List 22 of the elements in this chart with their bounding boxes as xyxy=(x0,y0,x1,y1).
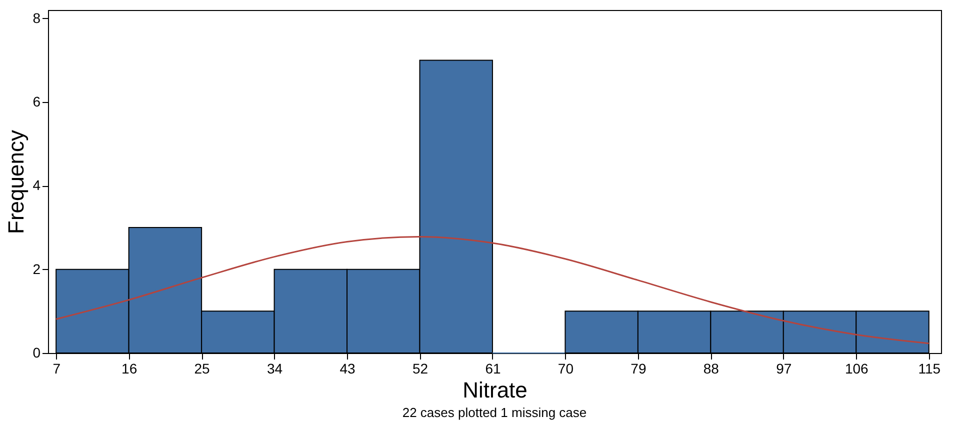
x-tick-label: 7 xyxy=(52,360,61,376)
y-tick-label: 4 xyxy=(32,177,41,194)
line-series xyxy=(55,236,930,344)
x-tick-label: 43 xyxy=(340,360,356,376)
x-axis-title: Nitrate xyxy=(462,378,528,402)
x-tick-label: 115 xyxy=(918,360,941,376)
text: 22 cases plotted 1 missing case xyxy=(402,405,587,420)
x-tick-label: 25 xyxy=(194,360,210,376)
x-tick-label: 61 xyxy=(485,360,501,376)
y-axis-title: Frequency xyxy=(4,130,29,234)
y-tick-label: 0 xyxy=(32,344,41,360)
y-tick-label: 8 xyxy=(32,10,41,26)
x-tick-label: 79 xyxy=(630,360,646,376)
x-tick-label: 97 xyxy=(776,360,792,376)
x-tick-label: 16 xyxy=(122,360,138,376)
y-tick-label: 2 xyxy=(32,260,41,277)
x-tick-label: 88 xyxy=(703,360,720,376)
x-tick-label: 52 xyxy=(412,360,428,376)
y-tick-label: 6 xyxy=(32,94,41,110)
x-tick-label: 70 xyxy=(558,360,574,376)
x-tick-label: 34 xyxy=(266,360,283,376)
x-tick-label: 106 xyxy=(844,360,869,376)
